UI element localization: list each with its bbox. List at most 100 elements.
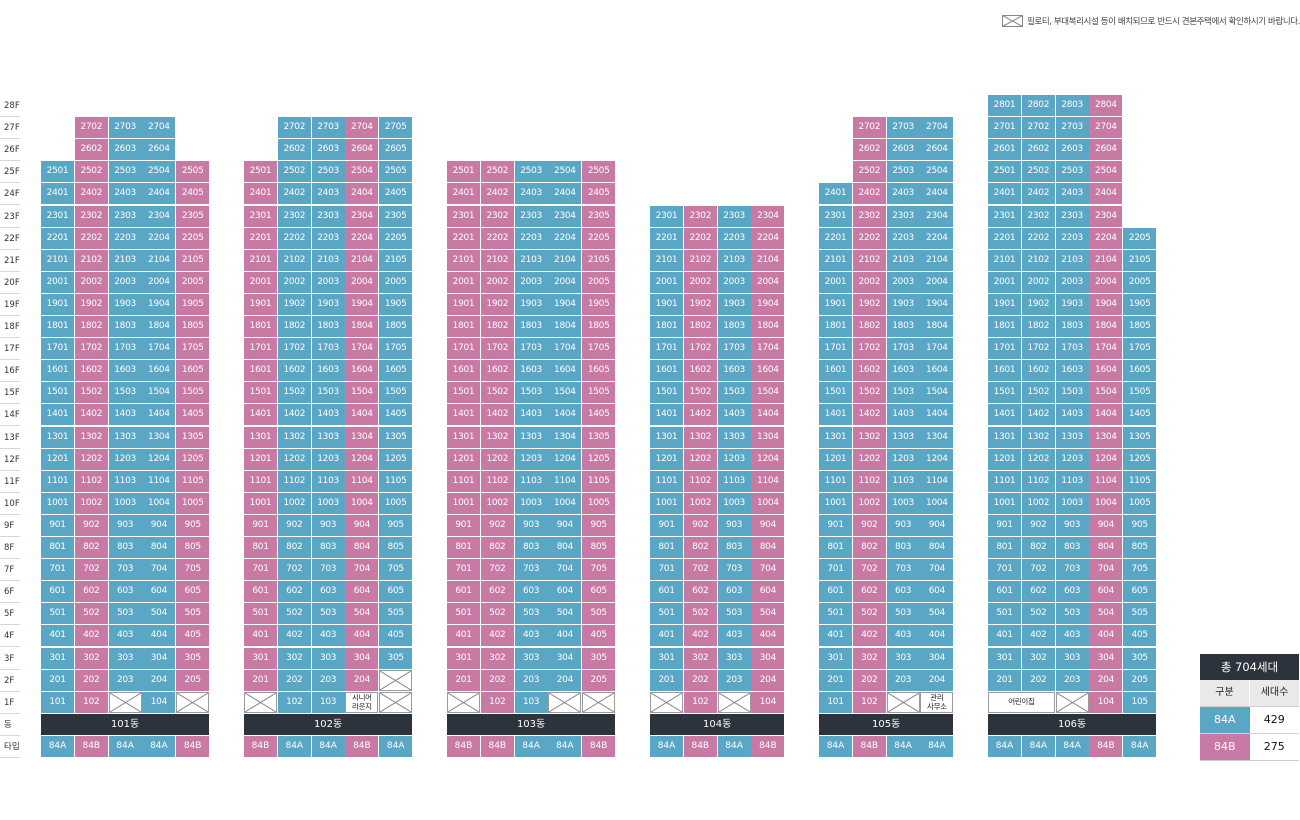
unit-cell: 1304	[920, 426, 954, 448]
unit-cell: 1904	[1089, 293, 1123, 315]
unit-cell: 203	[108, 669, 142, 691]
unit-cell: 1402	[480, 404, 514, 426]
unit-cell: 302	[74, 647, 108, 669]
unit-cell: 304	[548, 647, 582, 669]
piloti-cell	[447, 691, 480, 713]
unit-cell: 2001	[447, 271, 480, 293]
unit-cell: 1901	[819, 293, 852, 315]
unit-cell: 1902	[277, 293, 311, 315]
unit-cell: 1404	[548, 404, 582, 426]
unit-cell: 404	[1089, 625, 1123, 647]
facility-cell: 관리 사무소	[920, 691, 954, 713]
type-cell: 84B	[244, 736, 277, 757]
unit-cell: 1404	[142, 404, 176, 426]
piloti-cross-icon	[887, 692, 919, 712]
unit-cell: 2203	[311, 227, 345, 249]
type-cell: 84A	[819, 736, 852, 757]
unit-cell: 1402	[683, 404, 717, 426]
unit-cell: 1005	[379, 492, 413, 514]
unit-cell: 602	[74, 581, 108, 603]
unit-cell: 2101	[41, 249, 74, 271]
unit-cell: 405	[176, 625, 210, 647]
unit-cell: 1701	[447, 338, 480, 360]
unit-cell: 102	[277, 691, 311, 713]
unit-cell: 602	[683, 581, 717, 603]
unit-cell: 1802	[683, 316, 717, 337]
unit-cell: 1402	[1021, 404, 1055, 426]
unit-cell: 1201	[988, 448, 1021, 470]
unit-cell: 601	[41, 581, 74, 603]
unit-cell: 401	[447, 625, 480, 647]
unit-cell: 403	[108, 625, 142, 647]
unit-cell: 502	[480, 603, 514, 625]
unit-cell: 201	[244, 669, 277, 691]
unit-cell: 1903	[311, 293, 345, 315]
unit-cell: 1105	[379, 470, 413, 492]
unit-cell: 2502	[852, 161, 886, 183]
unit-cell: 1803	[311, 316, 345, 337]
unit-cell: 1301	[650, 426, 683, 448]
unit-cell: 2103	[311, 249, 345, 271]
unit-cell: 303	[311, 647, 345, 669]
unit-cell: 1801	[41, 316, 74, 337]
unit-cell: 1302	[480, 426, 514, 448]
unit-cell: 2101	[447, 249, 480, 271]
unit-cell: 604	[751, 581, 785, 603]
unit-cell: 2101	[244, 249, 277, 271]
unit-cell: 903	[311, 514, 345, 536]
unit-cell: 1204	[142, 448, 176, 470]
unit-cell: 402	[683, 625, 717, 647]
unit-cell: 903	[514, 514, 548, 536]
unit-cell: 601	[447, 581, 480, 603]
unit-cell: 702	[1021, 559, 1055, 581]
unit-cell: 2203	[717, 227, 751, 249]
unit-cell: 1701	[819, 338, 852, 360]
unit-cell: 1702	[480, 338, 514, 360]
unit-cell: 2704	[920, 117, 954, 139]
unit-cell: 1305	[379, 426, 413, 448]
unit-cell: 802	[683, 537, 717, 558]
unit-cell: 502	[277, 603, 311, 625]
unit-cell: 1305	[582, 426, 616, 448]
unit-cell: 1601	[244, 360, 277, 382]
floor-label: 14F	[0, 404, 20, 427]
unit-cell: 1305	[176, 426, 210, 448]
floor-label: 4F	[0, 625, 20, 648]
unit-cell: 2404	[142, 183, 176, 205]
unit-cell: 2305	[176, 205, 210, 227]
unit-cell: 1902	[74, 293, 108, 315]
unit-cell: 1804	[920, 316, 954, 337]
unit-cell: 2304	[751, 205, 785, 227]
unit-cell: 2601	[988, 139, 1021, 161]
piloti-cell	[244, 691, 277, 713]
type-cell: 84A	[886, 736, 920, 757]
unit-cell: 505	[582, 603, 616, 625]
unit-cell: 2201	[988, 227, 1021, 249]
unit-cell: 503	[108, 603, 142, 625]
unit-cell: 2104	[142, 249, 176, 271]
piloti-cross-icon	[549, 692, 581, 712]
unit-cell: 1401	[447, 404, 480, 426]
unit-cell: 2401	[244, 183, 277, 205]
unit-cell: 1002	[852, 492, 886, 514]
unit-cell: 1002	[683, 492, 717, 514]
unit-cell: 504	[548, 603, 582, 625]
unit-cell: 1503	[1055, 382, 1089, 404]
unit-cell: 1205	[582, 448, 616, 470]
unit-cell: 2803	[1055, 95, 1089, 116]
unit-cell: 2203	[514, 227, 548, 249]
type-cell: 84A	[514, 736, 548, 757]
unit-cell: 1203	[886, 448, 920, 470]
unit-cell: 1702	[1021, 338, 1055, 360]
unit-cell: 804	[548, 537, 582, 558]
unit-cell: 1902	[683, 293, 717, 315]
unit-cell: 502	[1021, 603, 1055, 625]
unit-cell: 2501	[988, 161, 1021, 183]
unit-cell: 1102	[74, 470, 108, 492]
unit-cell: 203	[886, 669, 920, 691]
unit-cell: 1201	[41, 448, 74, 470]
unit-cell: 705	[176, 559, 210, 581]
unit-cell: 603	[108, 581, 142, 603]
unit-cell: 2301	[650, 205, 683, 227]
unit-cell: 1505	[1123, 382, 1157, 404]
